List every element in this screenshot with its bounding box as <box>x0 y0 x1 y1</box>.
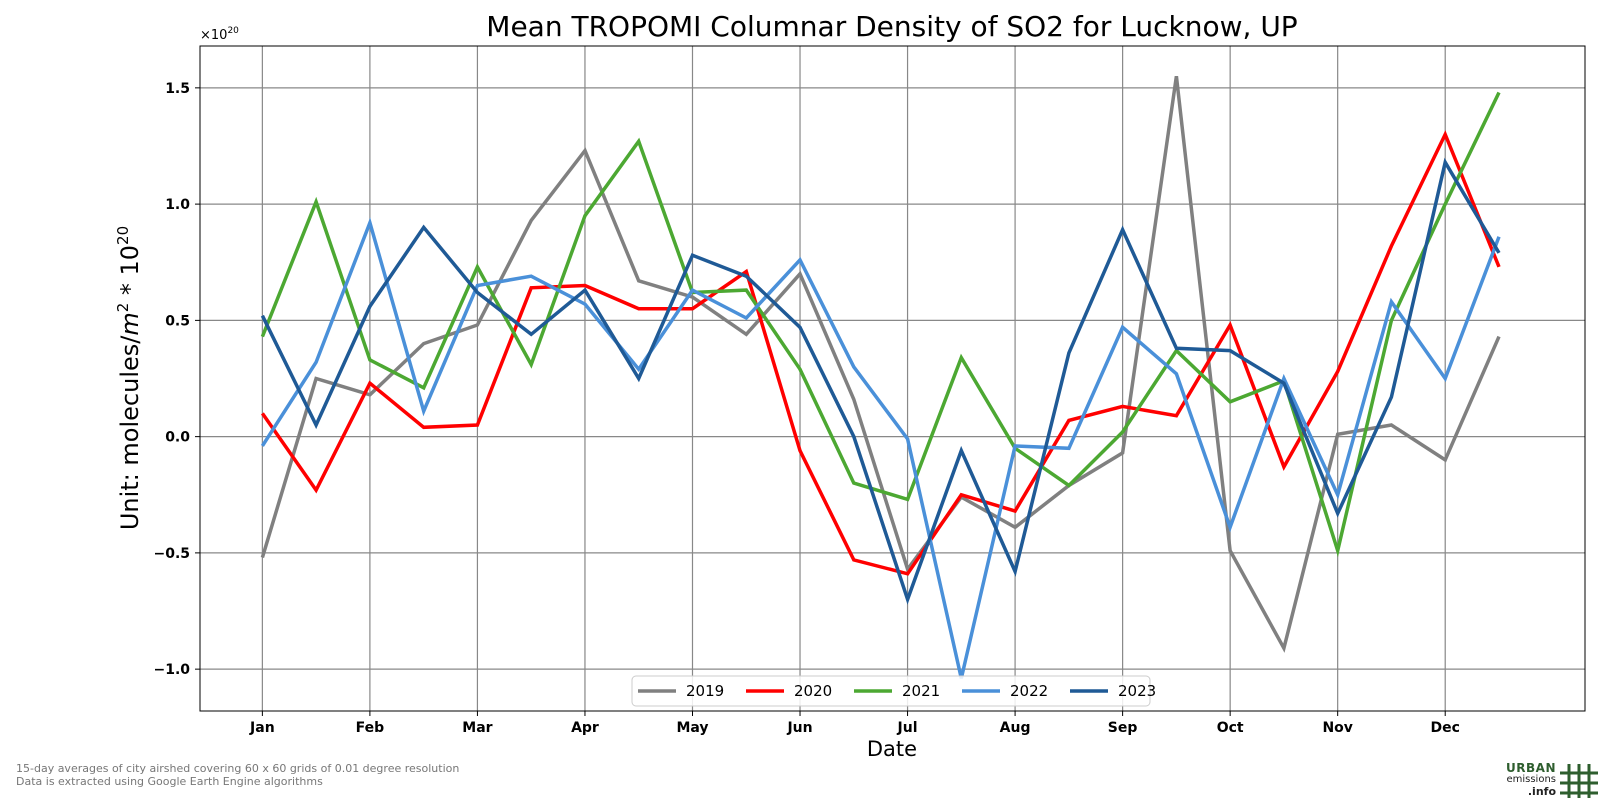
axis-ticks: Jan Feb Mar Apr May Jun Jul Aug Sep Oct Nov Dec −1.0… <box>153 81 1459 736</box>
x-tick-label: Nov <box>1322 720 1352 736</box>
series-line-2022 <box>260 217 1501 679</box>
logo-line-3: .info <box>1527 785 1556 798</box>
y-axis-offset-text: ×1020 <box>200 26 239 43</box>
y-tick-label: −0.5 <box>153 546 190 562</box>
x-axis-label: Date <box>867 737 917 761</box>
y-tick-label: −1.0 <box>153 662 190 678</box>
plot-frame <box>199 45 1586 712</box>
urban-emissions-logo: URBAN emissions .info <box>1502 762 1598 798</box>
y-tick-label: 0.0 <box>165 430 190 446</box>
x-tick-label: Mar <box>462 720 492 736</box>
grid-logo-icon <box>1560 764 1598 798</box>
logo-line-1: URBAN <box>1506 761 1556 775</box>
x-tick-label: Apr <box>571 720 599 736</box>
x-tick-label: May <box>676 720 708 736</box>
legend-label-2020: 2020 <box>794 682 832 700</box>
y-tick-label: 1.0 <box>165 197 190 213</box>
y-tick-label: 0.5 <box>165 313 190 329</box>
legend-label-2022: 2022 <box>1010 682 1048 700</box>
data-series <box>260 75 1501 679</box>
legend-label-2023: 2023 <box>1118 682 1156 700</box>
legend: 2019 2020 2021 2022 2023 <box>631 675 1156 707</box>
x-tick-label: Oct <box>1217 720 1244 736</box>
y-axis-label: Unit: molecules/m2 * 1020 <box>114 226 144 530</box>
series-line-2019 <box>260 75 1501 653</box>
series-line-2020 <box>260 130 1501 576</box>
legend-label-2021: 2021 <box>902 682 940 700</box>
x-tick-label: Jan <box>249 720 275 736</box>
x-tick-label: Jun <box>786 720 812 736</box>
footnote-line-1: 15-day averages of city airshed covering… <box>16 762 460 775</box>
footnote: 15-day averages of city airshed covering… <box>16 762 459 788</box>
x-tick-label: Sep <box>1108 720 1138 736</box>
x-tick-label: Feb <box>356 720 385 736</box>
x-tick-label: Jul <box>897 720 918 736</box>
chart-title: Mean TROPOMI Columnar Density of SO2 for… <box>486 10 1297 43</box>
y-tick-label: 1.5 <box>165 81 190 97</box>
logo-line-2: emissions <box>1506 774 1556 785</box>
footnote-line-2: Data is extracted using Google Earth Eng… <box>16 775 323 788</box>
legend-label-2019: 2019 <box>686 682 724 700</box>
x-tick-label: Aug <box>1000 720 1031 736</box>
series-line-2023 <box>260 157 1501 605</box>
x-tick-label: Dec <box>1430 720 1459 736</box>
